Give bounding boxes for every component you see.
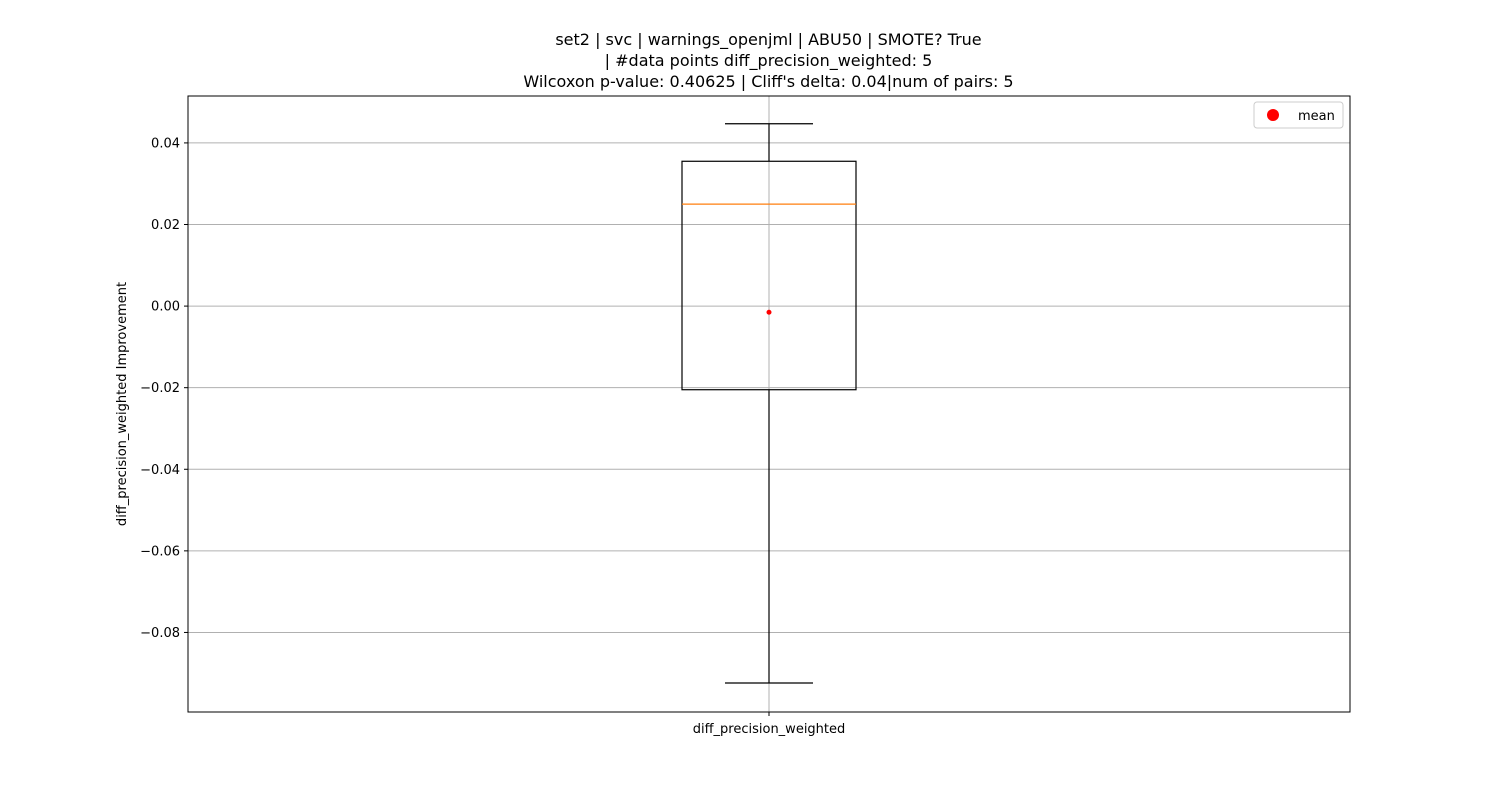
chart-title-line-1: set2 | svc | warnings_openjml | ABU50 | … (555, 30, 982, 49)
legend-mean-label: mean (1298, 109, 1335, 124)
box-layer (681, 123, 857, 684)
y-tick-layer: −0.08 −0.06 −0.04 −0.02 0.00 0.02 0.04 (140, 136, 770, 716)
chart-title-line-2: | #data points diff_precision_weighted: … (604, 51, 933, 70)
y-tick-label: 0.02 (151, 218, 180, 233)
iqr-box (681, 160, 857, 391)
y-tick-label: −0.02 (140, 381, 180, 396)
legend-mean-marker (1267, 109, 1279, 121)
legend: mean (1253, 101, 1344, 129)
y-tick-label: −0.06 (140, 544, 180, 559)
mean-marker (766, 309, 772, 315)
y-tick-label: −0.04 (140, 463, 180, 478)
chart-title-line-3: Wilcoxon p-value: 0.40625 | Cliff's delt… (523, 72, 1014, 91)
y-tick-label: −0.08 (140, 626, 180, 641)
legend-frame (1253, 101, 1344, 129)
y-tick-label: 0.04 (151, 136, 180, 151)
y-axis-label: diff_precision_weighted Improvement (115, 282, 130, 526)
x-tick-label: diff_precision_weighted (693, 722, 846, 737)
plot-frame (187, 95, 1351, 713)
y-tick-label: 0.00 (151, 300, 180, 315)
